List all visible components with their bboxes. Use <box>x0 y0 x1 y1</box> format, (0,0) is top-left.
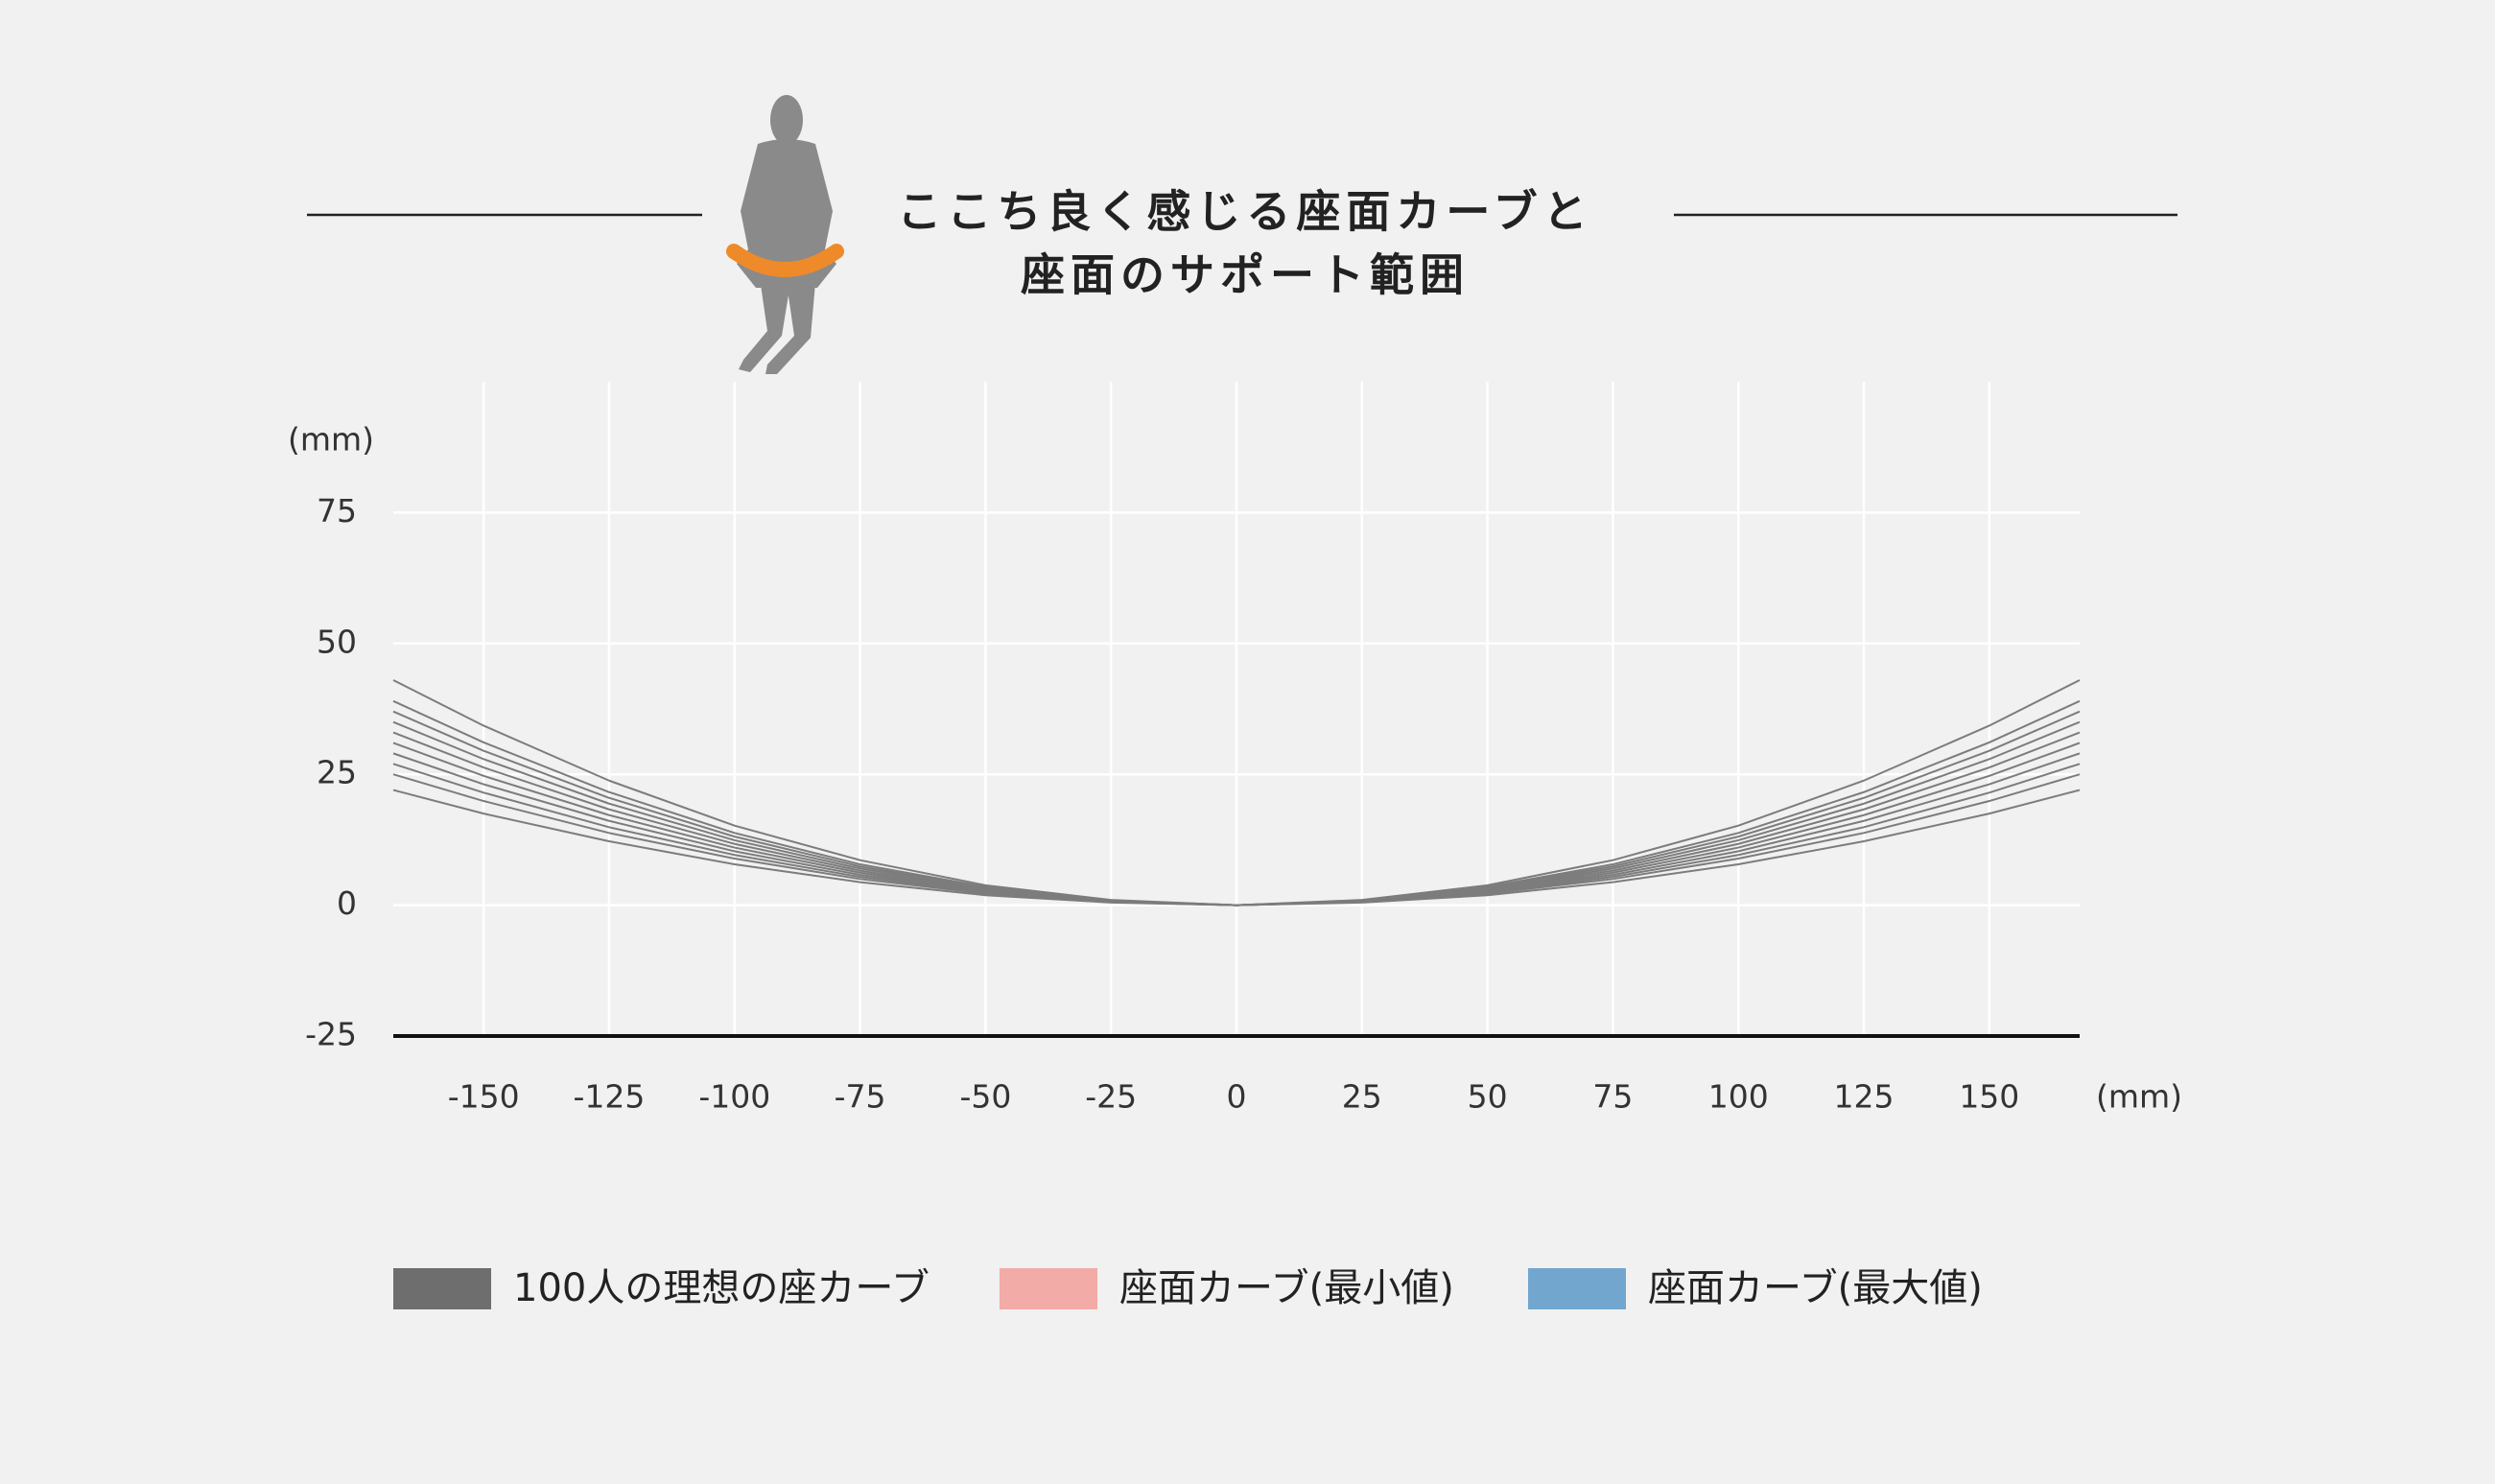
chart-title: ここち良く感じる座面カーブと <box>897 186 1592 238</box>
x-tick-label: 125 <box>1834 1078 1895 1116</box>
legend-label: 100人の理想の座カーブ <box>513 1266 930 1310</box>
x-tick-label: 0 <box>1227 1078 1247 1116</box>
x-tick-label: 75 <box>1592 1078 1633 1116</box>
legend-label: 座面カーブ(最小値) <box>1119 1266 1454 1310</box>
x-tick-label: -50 <box>959 1078 1011 1116</box>
curve <box>392 789 2081 907</box>
y-tick-label: 75 <box>317 492 357 530</box>
x-unit: (mm) <box>2096 1078 2182 1116</box>
y-tick-label: 25 <box>317 754 357 791</box>
x-tick-label: 100 <box>1708 1078 1769 1116</box>
y-tick-label: 50 <box>317 623 357 660</box>
y-tick-label: 0 <box>337 884 357 922</box>
x-tick-label: 25 <box>1342 1078 1382 1116</box>
x-tick-label: 50 <box>1468 1078 1508 1116</box>
legend-swatch <box>1000 1268 1097 1309</box>
x-tick-label: -25 <box>1085 1078 1137 1116</box>
y-unit: (mm) <box>288 421 374 459</box>
legend-swatch <box>1528 1268 1626 1309</box>
x-tick-label: -100 <box>698 1078 770 1116</box>
x-tick-label: -125 <box>574 1078 646 1116</box>
figure-icon <box>726 95 844 374</box>
x-tick-label: 150 <box>1959 1078 2019 1116</box>
legend-swatch <box>393 1268 491 1309</box>
x-tick-label: -150 <box>448 1078 520 1116</box>
x-tick-label: -75 <box>835 1078 886 1116</box>
y-tick-label: -25 <box>305 1016 357 1053</box>
legend-label: 座面カーブ(最大値) <box>1648 1266 1983 1310</box>
chart-title: 座面のサポート範囲 <box>1021 249 1470 301</box>
